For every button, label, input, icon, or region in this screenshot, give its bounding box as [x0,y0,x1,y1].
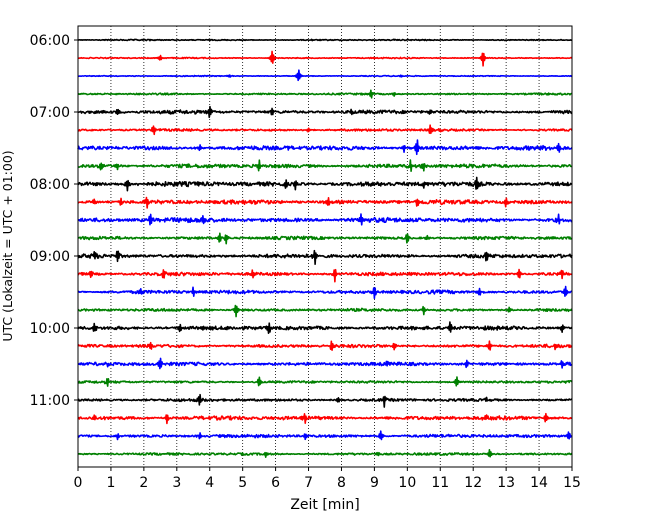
y-tick-label: 11:00 [30,393,70,409]
y-axis: 06:00 07:00 08:00 09:00 10:00 11:00 [30,33,78,409]
y-tick-label: 08:00 [30,177,70,193]
x-tick-label: 4 [205,475,214,491]
x-tick-label: 13 [497,475,515,491]
seismogram-trace [77,304,573,318]
x-tick-label: 10 [398,475,416,491]
seismogram-trace [77,376,573,387]
seismogram-trace [77,38,573,42]
seismogram-trace [77,285,573,300]
x-tick-label: 8 [337,475,346,491]
x-tick-label: 3 [172,475,181,491]
seismogram-trace [77,124,573,136]
seismogram-trace [77,393,573,408]
y-tick-label: 07:00 [30,105,70,121]
x-tick-label: 9 [370,475,379,491]
seismogram-trace [77,50,573,67]
seismogram-trace [77,449,573,458]
seismogram-trace [77,249,573,266]
seismogram-trace [77,176,573,192]
y-tick-label: 06:00 [30,33,70,49]
plot-frame [77,25,573,468]
seismogram-trace [77,412,573,425]
y-tick-label: 09:00 [30,249,70,265]
seismogram-trace [77,159,573,172]
x-tick-label: 12 [464,475,482,491]
traces [77,38,573,458]
seismogram-trace [77,268,573,283]
y-axis-title: UTC (Lokalzeit = UTC + 01:00) [0,150,15,341]
y-tick-label: 10:00 [30,321,70,337]
seismogram-trace [77,213,573,226]
x-axis-title: Zeit [min] [290,497,359,513]
x-tick-label: 15 [563,475,581,491]
seismogram-trace [77,69,573,82]
seismogram-trace [77,196,573,209]
seismogram-trace [77,340,573,351]
x-tick-label: 2 [139,475,148,491]
x-tick-label: 0 [74,475,83,491]
x-tick-label: 11 [431,475,449,491]
x-tick-label: 6 [271,475,280,491]
seismogram-trace [77,89,573,99]
x-tick-label: 7 [304,475,313,491]
seismogram-trace [77,105,573,119]
seismogram-trace [77,139,573,156]
x-tick-label: 5 [238,475,247,491]
x-tick-label: 14 [530,475,548,491]
x-tick-label: 1 [106,475,115,491]
x-axis: 0 1 2 3 4 5 6 7 8 9 10 11 12 13 14 15 [74,467,581,491]
seismogram-trace [77,430,573,441]
seismogram-trace [77,321,573,335]
seismogram-trace [77,232,573,245]
seismogram-trace [77,357,573,370]
